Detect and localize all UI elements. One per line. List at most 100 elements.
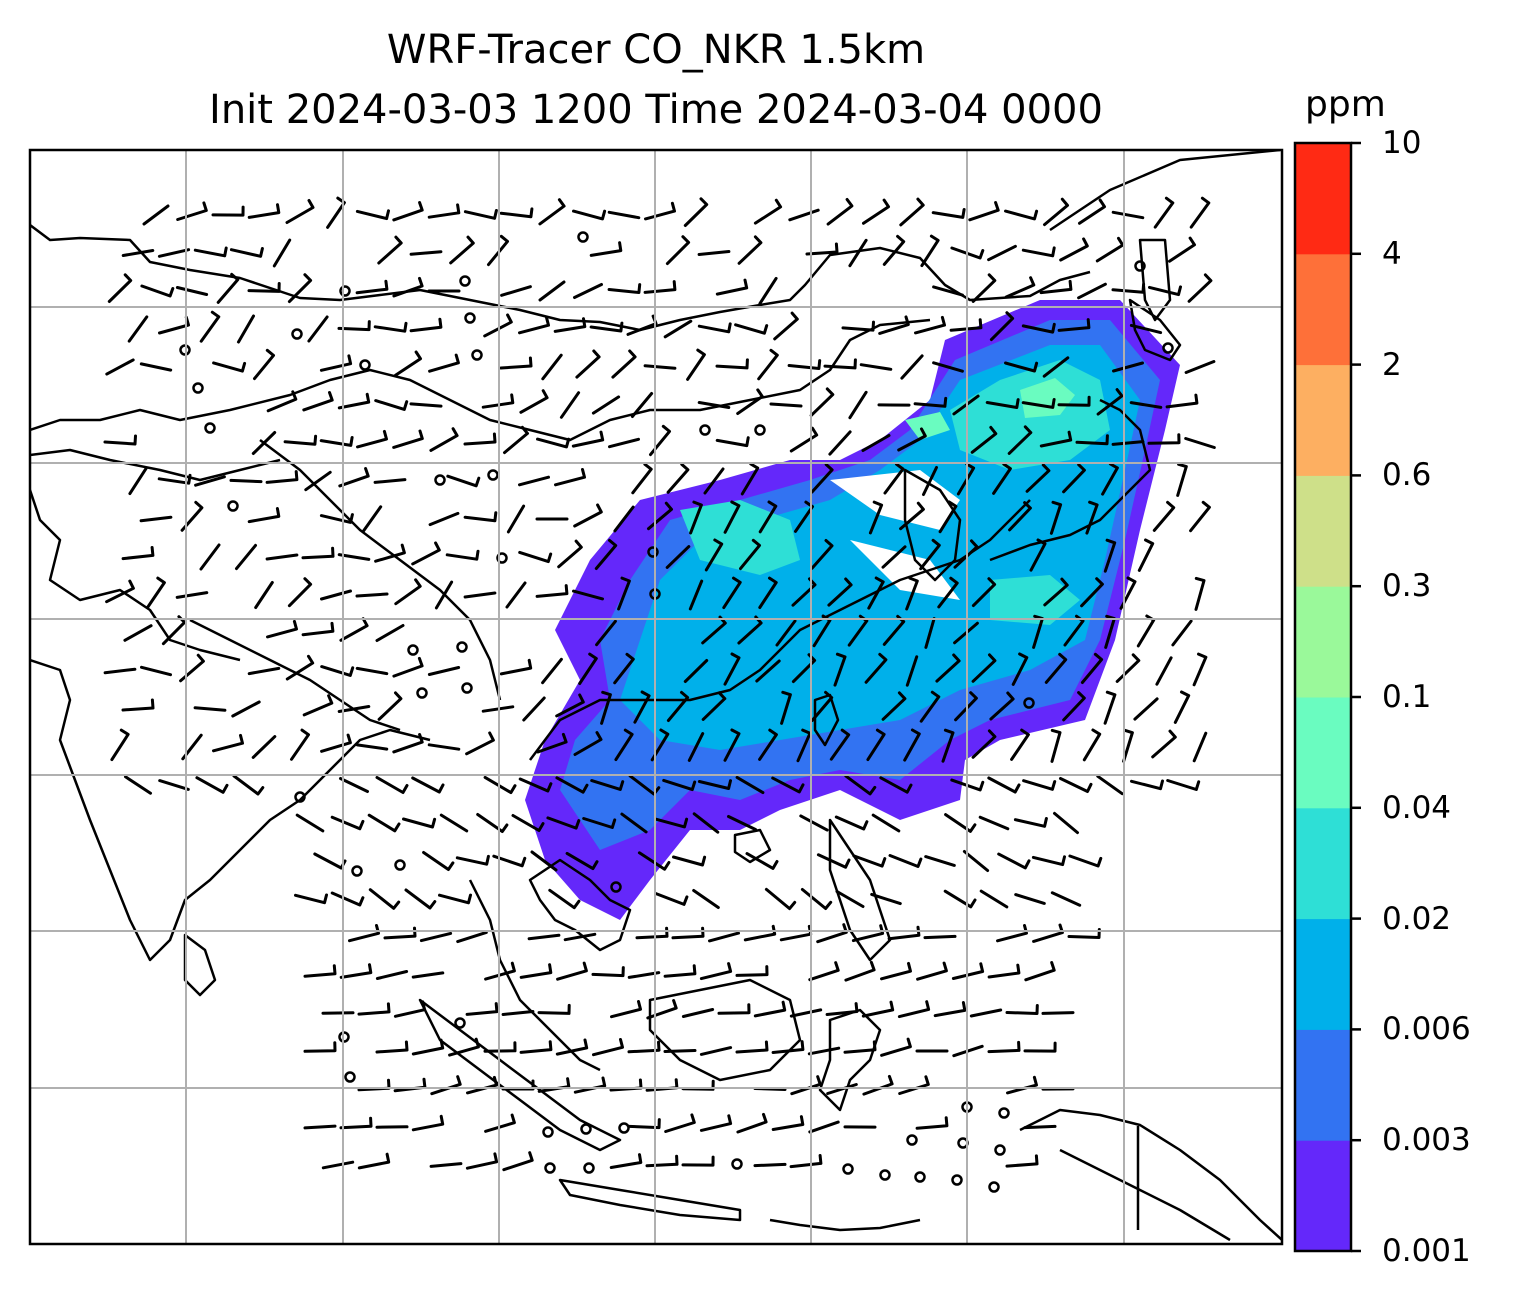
wind-barb [666, 690, 690, 722]
wind-barb [103, 667, 137, 675]
wind-barb [404, 888, 437, 910]
wind-barb [1050, 728, 1062, 763]
wind-barb [419, 931, 453, 943]
wind-barb [978, 815, 1010, 831]
coastline-indochina [528, 858, 632, 952]
wind-barb [841, 320, 875, 332]
wind-barb [555, 1038, 589, 1056]
wind-barb [704, 538, 724, 572]
calm-marker [754, 424, 766, 436]
wind-barb [195, 776, 229, 794]
coastline-sumatra [418, 998, 622, 1152]
wind-barb [825, 1002, 859, 1016]
wind-barb [941, 728, 955, 763]
calm-marker [456, 641, 468, 653]
calm-marker [580, 1123, 592, 1135]
wind-barb [1013, 817, 1048, 828]
wind-barb [559, 391, 581, 419]
wind-barb [1059, 237, 1089, 262]
wind-barb [688, 579, 704, 611]
wind-barb [411, 1114, 445, 1132]
wind-barb [465, 731, 495, 756]
calm-marker [471, 349, 483, 361]
colorbar-tick-label: 0.04 [1382, 789, 1452, 826]
wind-barb [1166, 779, 1201, 791]
wind-barb [1043, 577, 1069, 607]
wind-barb [449, 235, 475, 265]
wind-barb [556, 961, 588, 981]
calm-marker [951, 1174, 963, 1186]
plume-core-b [680, 500, 800, 575]
wind-barb [199, 310, 221, 343]
gridlines [30, 150, 1282, 1244]
wind-barb [663, 319, 693, 339]
wind-barb [339, 963, 373, 979]
calm-marker [227, 500, 239, 512]
plume-peak-b [905, 412, 950, 440]
wind-barb [502, 1151, 534, 1172]
wind-barb [992, 462, 1012, 495]
wind-barb [1151, 729, 1177, 759]
wind-barb [499, 658, 533, 676]
wind-barb [247, 666, 281, 676]
wind-barb [861, 434, 891, 452]
wind-barb [1031, 855, 1066, 867]
wind-barb [697, 401, 731, 409]
wind-barb [844, 960, 876, 982]
wind-barb [987, 244, 1017, 262]
wind-barb [609, 1153, 643, 1169]
wind-barb [816, 853, 851, 869]
wind-barb [383, 926, 417, 940]
calm-marker [647, 546, 659, 558]
coastline-philippines [828, 818, 892, 962]
wind-barb [121, 698, 155, 712]
wind-barb [683, 659, 709, 683]
wind-barb [617, 576, 631, 611]
wind-barb [808, 961, 840, 982]
wind-barb [194, 475, 226, 487]
wind-barb [429, 1162, 463, 1168]
colorbar-tick-label: 0.3 [1382, 568, 1432, 605]
wind-barb [530, 850, 558, 872]
wind-barb [881, 545, 907, 569]
calm-marker [344, 1071, 356, 1083]
wind-barb [1103, 538, 1117, 573]
wind-barb [799, 814, 829, 832]
wind-barb [1165, 393, 1199, 409]
wind-barb [301, 546, 335, 560]
wind-barb [357, 1002, 391, 1016]
wind-barb [699, 1046, 733, 1056]
wind-barb [654, 892, 689, 906]
wind-barb [717, 1003, 751, 1015]
wind-barb [878, 315, 910, 335]
wind-barb [427, 666, 461, 676]
wind-barb [971, 729, 997, 759]
wind-barb [1111, 210, 1145, 220]
wind-barb [900, 354, 924, 380]
calm-marker [351, 865, 363, 877]
wind-barb [1004, 209, 1039, 221]
wind-barb [635, 926, 669, 940]
wind-barbs [103, 196, 1216, 1172]
wind-barb [775, 619, 797, 647]
wind-barb [1004, 276, 1036, 299]
wind-barb [647, 501, 673, 531]
wind-barb [987, 1040, 1021, 1054]
wind-barb [829, 728, 851, 761]
map-frame [28, 148, 1284, 1246]
wind-barb [527, 933, 561, 941]
wind-barb [987, 963, 1021, 979]
wind-barb [888, 854, 923, 868]
wind-barb [864, 652, 888, 684]
coastline-india [30, 658, 431, 962]
wind-barb [810, 539, 834, 570]
wind-barb [757, 348, 779, 381]
wind-barb [337, 392, 371, 410]
wind-barb [377, 235, 403, 265]
wind-barb [1173, 690, 1191, 724]
wind-barb [1189, 196, 1211, 229]
calm-marker [461, 682, 473, 694]
wind-barb [355, 666, 389, 676]
wind-barb [866, 728, 886, 762]
wind-barb [644, 201, 676, 221]
